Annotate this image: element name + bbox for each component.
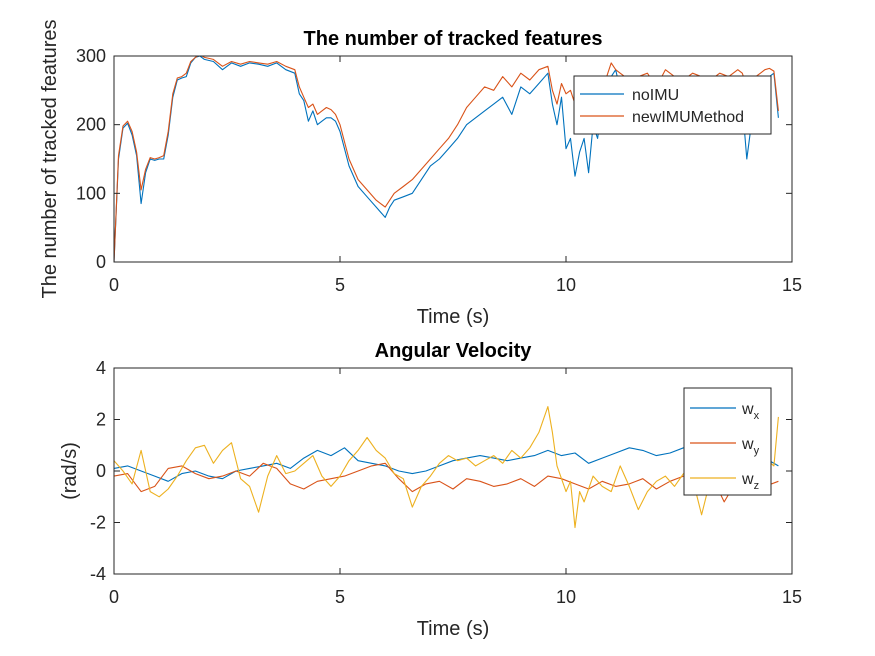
series-line-newimumethod [114, 56, 779, 262]
y-tick-label: 0 [96, 461, 106, 481]
y-axis-label: (rad/s) [59, 442, 81, 500]
y-tick-label: -2 [90, 513, 106, 533]
plot-area [114, 406, 779, 529]
axes-frame [113, 55, 793, 263]
y-tick-label: -4 [90, 564, 106, 584]
legend-entry-label: newIMUMethod [632, 109, 744, 126]
ticks: 0 5 10 15 0 100 200 300 [76, 46, 802, 295]
legend-box [573, 75, 772, 135]
series-line-wy [114, 462, 779, 503]
series-line-wz [114, 406, 779, 529]
x-tick-label: 5 [335, 275, 345, 295]
legend: noIMU newIMUMethod [573, 75, 772, 135]
y-tick-label: 2 [96, 410, 106, 430]
x-tick-label: 15 [782, 587, 802, 607]
tracked-features-chart: The number of tracked features 0 5 10 15 0 10… [39, 19, 802, 328]
x-axis-label: Time (s) [417, 306, 490, 328]
y-tick-label: 200 [76, 115, 106, 135]
x-tick-label: 10 [556, 275, 576, 295]
y-tick-label: 0 [96, 252, 106, 272]
legend-entry-subscript: x [754, 410, 760, 422]
x-tick-label: 0 [109, 587, 119, 607]
legend-entry-subscript: z [754, 480, 760, 492]
x-tick-label: 5 [335, 587, 345, 607]
y-axis-label: The number of tracked features [39, 19, 61, 298]
y-tick-label: 4 [96, 358, 106, 378]
y-tick-label: 100 [76, 183, 106, 203]
x-tick-label: 15 [782, 275, 802, 295]
series-line-wx [114, 444, 779, 482]
y-tick-label: 300 [76, 46, 106, 66]
x-tick-label: 10 [556, 587, 576, 607]
x-tick-label: 0 [109, 275, 119, 295]
x-axis-label: Time (s) [417, 618, 490, 640]
legend-box [683, 387, 772, 496]
chart-title: The number of tracked features [304, 28, 603, 50]
ticks: 0 5 10 15 -4 -2 0 2 4 [90, 358, 802, 607]
chart-title: Angular Velocity [375, 340, 533, 362]
legend-entry-label: noIMU [632, 87, 679, 104]
legend-entry-subscript: y [754, 445, 760, 457]
